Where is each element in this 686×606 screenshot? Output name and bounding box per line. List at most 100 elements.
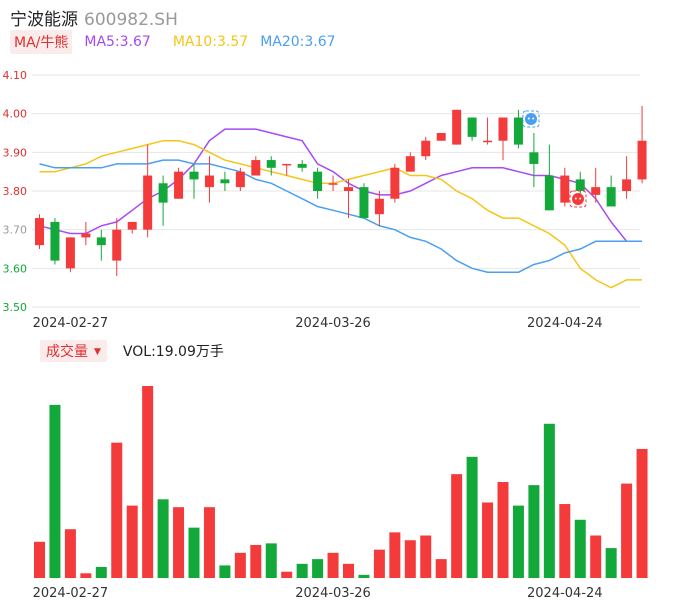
bear-marker-icon[interactable] (569, 190, 587, 208)
candle (483, 117, 493, 145)
ma10-line (39, 139, 642, 289)
candle (143, 144, 153, 238)
candles (35, 105, 647, 277)
volume-bar (621, 483, 633, 578)
candle (436, 133, 446, 141)
volume-bar (157, 499, 169, 578)
volume-legend: 成交量 ▼ VOL:19.09万手 (40, 340, 224, 362)
x-tick-label: 2024-04-24 (527, 586, 603, 601)
candle (344, 179, 353, 219)
candle (313, 167, 323, 199)
volume-value: VOL:19.09万手 (122, 344, 224, 360)
volume-bar (590, 535, 602, 578)
candle (405, 152, 415, 172)
volume-bar (219, 565, 231, 578)
candle (297, 160, 307, 172)
volume-bar (111, 442, 123, 578)
candle (127, 221, 137, 234)
ma-indicator-selector[interactable]: MA/牛熊 (10, 30, 73, 54)
candle (251, 156, 261, 176)
candle (158, 175, 168, 226)
x-tick-label: 2024-03-26 (295, 586, 371, 601)
volume-x-axis: 2024-02-27 2024-03-26 2024-04-24 (33, 586, 603, 601)
candle (235, 167, 245, 191)
candle (220, 171, 230, 191)
candle (606, 175, 616, 207)
x-tick-label: 2024-03-26 (295, 316, 371, 330)
ma20-legend: MA20:3.67 (260, 34, 336, 50)
volume-bar (234, 552, 246, 578)
ma10-legend: MA10:3.57 (172, 34, 249, 50)
dropdown-arrow-icon: ▼ (94, 347, 101, 357)
candle (65, 237, 75, 273)
stock-header: 宁波能源 600982.SH (10, 5, 178, 30)
volume-bar (296, 563, 308, 578)
bull-marker-icon[interactable] (522, 110, 540, 128)
volume-bar (466, 456, 478, 578)
candle (529, 133, 539, 188)
volume-bar (358, 574, 370, 578)
volume-bar (281, 571, 293, 578)
y-tick-label: 3.80 (3, 185, 28, 198)
candle (622, 156, 632, 199)
candle (498, 117, 508, 161)
volume-bar (497, 482, 509, 578)
ma20-line (39, 159, 642, 273)
candle (359, 183, 369, 219)
y-tick-label: 3.90 (3, 146, 28, 159)
volume-bar (343, 563, 354, 578)
volume-bar (80, 573, 92, 578)
volume-bar (126, 505, 138, 578)
volume-bar (327, 552, 339, 578)
volume-bar (95, 566, 107, 578)
candle (544, 144, 554, 211)
candle (560, 167, 570, 207)
volume-bar (451, 474, 463, 578)
volume-bar (559, 504, 571, 578)
volume-indicator-selector[interactable]: 成交量 ▼ (40, 340, 107, 362)
price-chart: 4.104.003.903.803.703.603.50 2024-02-27 2… (3, 69, 647, 330)
candle (189, 163, 199, 199)
ma-legend: MA/牛熊 MA5:3.67 MA10:3.57 MA20:3.67 (10, 30, 336, 54)
x-tick-label: 2024-04-24 (527, 316, 603, 330)
candle (452, 109, 462, 145)
volume-bar (142, 386, 154, 578)
volume-bar (512, 505, 524, 578)
price-y-axis: 4.10 4.00 3.90 3.80 3.70 3.60 3.50 (3, 69, 28, 314)
volume-bar (574, 519, 586, 578)
signal-markers (522, 110, 587, 208)
volume-bar (482, 502, 494, 578)
y-tick-label: 3.70 (3, 224, 28, 237)
volume-tag-label: 成交量 (46, 344, 88, 360)
stock-name: 宁波能源 (10, 10, 78, 30)
volume-bar (636, 448, 648, 578)
price-x-axis: 2024-02-27 2024-03-26 2024-04-24 (33, 316, 603, 330)
candle (35, 214, 44, 249)
candle (467, 117, 477, 141)
y-tick-label: 4.10 (3, 69, 28, 82)
volume-bar (312, 559, 324, 578)
volume-bar (435, 559, 447, 578)
y-tick-label: 3.50 (3, 301, 28, 314)
volume-bar (34, 541, 45, 578)
volume-bar (250, 544, 262, 578)
volume-bar (389, 532, 401, 578)
volume-chart: 2024-02-27 2024-03-26 2024-04-24 (33, 386, 648, 601)
candle (390, 163, 400, 203)
ma5-legend: MA5:3.67 (84, 34, 151, 50)
candle (421, 136, 431, 161)
volume-bar (64, 529, 76, 578)
candle (204, 156, 214, 203)
x-tick-label: 2024-02-27 (33, 586, 109, 601)
candle (328, 175, 338, 191)
candle (112, 218, 122, 277)
candle (266, 156, 276, 176)
volume-bar (203, 507, 215, 578)
price-grid (32, 74, 640, 308)
candle (50, 218, 60, 265)
candle (282, 163, 292, 176)
volume-bar (373, 549, 385, 578)
y-tick-label: 3.60 (3, 262, 28, 275)
volume-bar (528, 485, 540, 578)
ma5-line (39, 128, 642, 243)
